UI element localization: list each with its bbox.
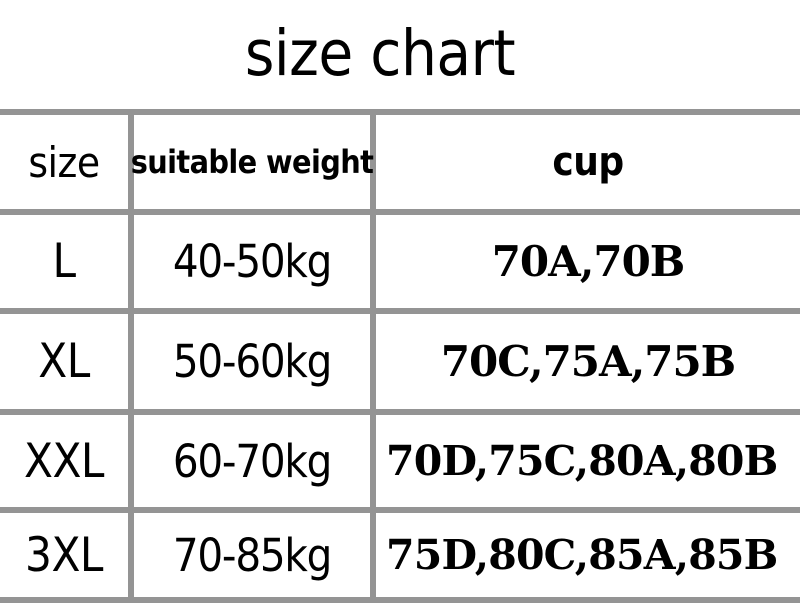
table-rule-bottom — [0, 597, 800, 603]
table-rule-row2 — [0, 409, 800, 415]
table-rule-row1 — [0, 308, 800, 314]
page-title: size chart — [244, 17, 516, 90]
header-suitable-weight: suitable weight — [130, 143, 374, 181]
table-divider-col1 — [128, 112, 134, 603]
size-chart-table: size suitable weight cup L 40-50kg 70A,7… — [0, 109, 800, 603]
row-cup-2: 70D,75C,80A,80B — [386, 437, 778, 485]
row-weight-1: 50-60kg — [172, 335, 333, 388]
row-size-3: 3XL — [25, 527, 103, 583]
table-rule-header — [0, 209, 800, 215]
row-cup-1: 70C,75A,75B — [440, 337, 736, 386]
header-size: size — [28, 137, 100, 187]
header-cup: cup — [552, 139, 624, 185]
row-cup-3: 75D,80C,85A,85B — [386, 531, 778, 579]
table-rule-row3 — [0, 507, 800, 513]
row-weight-0: 40-50kg — [172, 235, 333, 288]
row-weight-3: 70-85kg — [172, 528, 333, 582]
table-rule-top — [0, 109, 800, 115]
row-cup-0: 70A,70B — [491, 237, 686, 286]
row-size-0: L — [52, 234, 76, 289]
row-size-2: XXL — [24, 433, 104, 489]
row-weight-2: 60-70kg — [172, 434, 333, 488]
row-size-1: XL — [38, 334, 90, 389]
table-divider-col2 — [370, 112, 376, 603]
